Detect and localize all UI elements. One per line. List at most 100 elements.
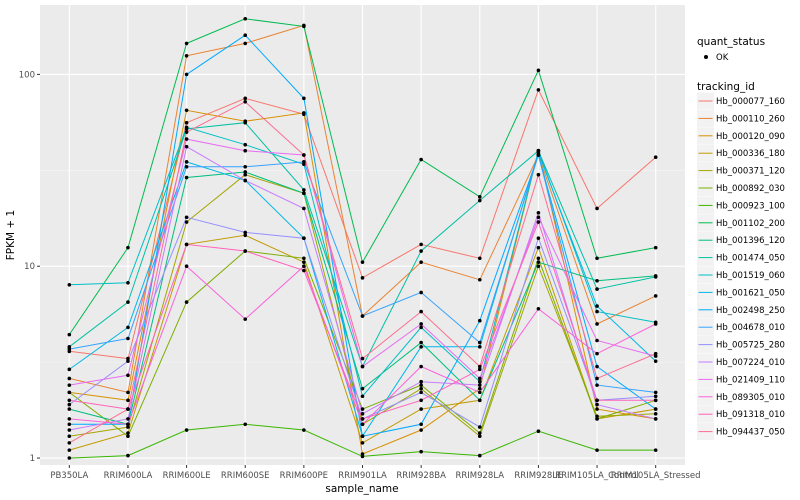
data-point-hb_000371_120 (419, 386, 423, 391)
data-point-hb_021409_110 (243, 148, 248, 153)
data-point-hb_000120_090 (595, 407, 599, 411)
data-point-hb_000923_100 (184, 428, 189, 432)
data-point-hb_005725_280 (419, 390, 423, 395)
data-point-hb_002498_250 (595, 364, 599, 369)
color-legend: Hb_000077_160 Hb_000110_260 Hb_000120_090 H… (697, 92, 785, 441)
legend-label-hb_000336_180: Hb_000336_180 (716, 149, 785, 159)
y-tick-label: 100 (19, 70, 35, 80)
data-point-hb_000120_090 (302, 111, 306, 115)
legend-label-hb_000892_030: Hb_000892_030 (716, 184, 785, 194)
data-point-hb_021409_110 (126, 373, 130, 378)
x-axis: PB350LA RRIM600LA RRIM600LE RRIM600SE RRIM60… (50, 465, 700, 481)
data-point-hb_021409_110 (67, 383, 72, 387)
y-tick-label: 10 (24, 262, 35, 272)
data-point-hb_089305_010 (302, 264, 306, 269)
data-point-hb_000371_120 (536, 264, 541, 269)
data-point-hb_001396_120 (302, 191, 306, 196)
data-point-hb_000923_100 (653, 448, 658, 452)
data-point-hb_001621_050 (184, 160, 189, 164)
data-point-hb_001102_200 (360, 260, 365, 264)
data-point-hb_002498_250 (184, 72, 189, 77)
data-point-hb_000336_180 (302, 260, 306, 264)
data-point-hb_091318_010 (184, 242, 189, 247)
data-point-hb_001474_050 (653, 275, 658, 279)
data-point-hb_002498_250 (419, 422, 423, 427)
series-points (67, 16, 658, 460)
data-point-hb_091318_010 (477, 367, 482, 372)
data-point-hb_001621_050 (67, 367, 72, 372)
legend-label-hb_007224_010: Hb_007224_010 (716, 358, 785, 368)
data-point-hb_000371_120 (126, 425, 130, 429)
data-point-hb_001102_200 (67, 332, 72, 337)
data-point-hb_000120_090 (477, 386, 482, 391)
data-point-hb_001474_050 (243, 120, 248, 125)
data-point-hb_004678_010 (67, 347, 72, 351)
data-point-hb_000077_160 (477, 256, 482, 261)
x-tick-label: RRIM105LA_Stressed (611, 471, 701, 481)
data-point-hb_001396_120 (67, 407, 72, 411)
shape-legend: quant_status OK (697, 36, 765, 63)
data-point-hb_089305_010 (477, 390, 482, 395)
data-point-hb_000371_120 (67, 434, 72, 438)
data-point-hb_001102_200 (653, 245, 658, 250)
data-point-hb_001102_200 (477, 195, 482, 199)
data-point-hb_000120_090 (419, 428, 423, 432)
legend-label-hb_089305_010: Hb_089305_010 (716, 393, 785, 403)
y-axis-title: FPKM + 1 (5, 210, 17, 260)
data-point-hb_000336_180 (67, 448, 72, 452)
x-tick-label: RRIM600PE (280, 471, 328, 481)
data-point-hb_001519_060 (360, 394, 365, 399)
data-point-hb_091318_010 (243, 249, 248, 253)
data-point-hb_094437_050 (477, 364, 482, 369)
data-point-hb_000110_260 (653, 294, 658, 298)
data-point-hb_001474_050 (477, 198, 482, 203)
data-point-hb_089305_010 (126, 422, 130, 427)
data-point-hb_091318_010 (67, 398, 72, 403)
data-point-hb_005725_280 (243, 230, 248, 235)
data-point-hb_094437_050 (243, 99, 248, 104)
data-point-hb_000923_100 (243, 422, 248, 427)
data-point-hb_094437_050 (653, 351, 658, 356)
data-point-hb_000371_120 (653, 412, 658, 416)
data-point-hb_094437_050 (67, 441, 72, 445)
data-point-hb_005725_280 (302, 236, 306, 240)
data-point-hb_089305_010 (360, 422, 365, 427)
data-point-hb_007224_010 (360, 412, 365, 416)
data-point-hb_000923_100 (595, 448, 599, 452)
legend-label-hb_000077_160: Hb_000077_160 (716, 97, 785, 107)
data-point-hb_000077_160 (536, 88, 541, 92)
legend-label-hb_001621_050: Hb_001621_050 (716, 288, 785, 298)
data-point-hb_000371_120 (477, 434, 482, 438)
data-point-hb_001102_200 (302, 24, 306, 29)
data-point-hb_000077_160 (243, 96, 248, 101)
data-point-hb_091318_010 (595, 398, 599, 403)
data-point-hb_000892_030 (67, 390, 72, 395)
data-point-hb_000077_160 (419, 242, 423, 247)
data-point-hb_001621_050 (477, 345, 482, 349)
data-point-hb_000077_160 (184, 120, 189, 125)
data-point-hb_002498_250 (360, 434, 365, 438)
data-point-hb_089305_010 (653, 322, 658, 326)
data-point-hb_001474_050 (595, 287, 599, 291)
data-point-hb_004678_010 (302, 160, 306, 164)
data-point-hb_000892_030 (536, 256, 541, 261)
data-point-hb_000371_120 (243, 172, 248, 177)
data-point-hb_005725_280 (67, 402, 72, 407)
legend-label-hb_001102_200: Hb_001102_200 (716, 219, 785, 229)
data-point-hb_089305_010 (419, 364, 423, 369)
data-point-hb_007224_010 (126, 417, 130, 421)
data-point-hb_001474_050 (419, 249, 423, 253)
data-point-hb_004678_010 (360, 314, 365, 318)
data-point-hb_000923_100 (360, 454, 365, 459)
data-point-hb_007224_010 (302, 206, 306, 211)
y-axis: 1 10 100 (19, 70, 40, 464)
data-point-hb_004678_010 (536, 153, 541, 157)
data-point-hb_001396_120 (360, 386, 365, 391)
data-point-hb_005725_280 (477, 425, 482, 429)
data-point-hb_000923_100 (536, 429, 541, 434)
data-point-hb_089305_010 (536, 306, 541, 311)
data-point-hb_001396_120 (536, 260, 541, 264)
data-point-hb_091318_010 (419, 398, 423, 403)
data-point-hb_001102_200 (243, 16, 248, 21)
